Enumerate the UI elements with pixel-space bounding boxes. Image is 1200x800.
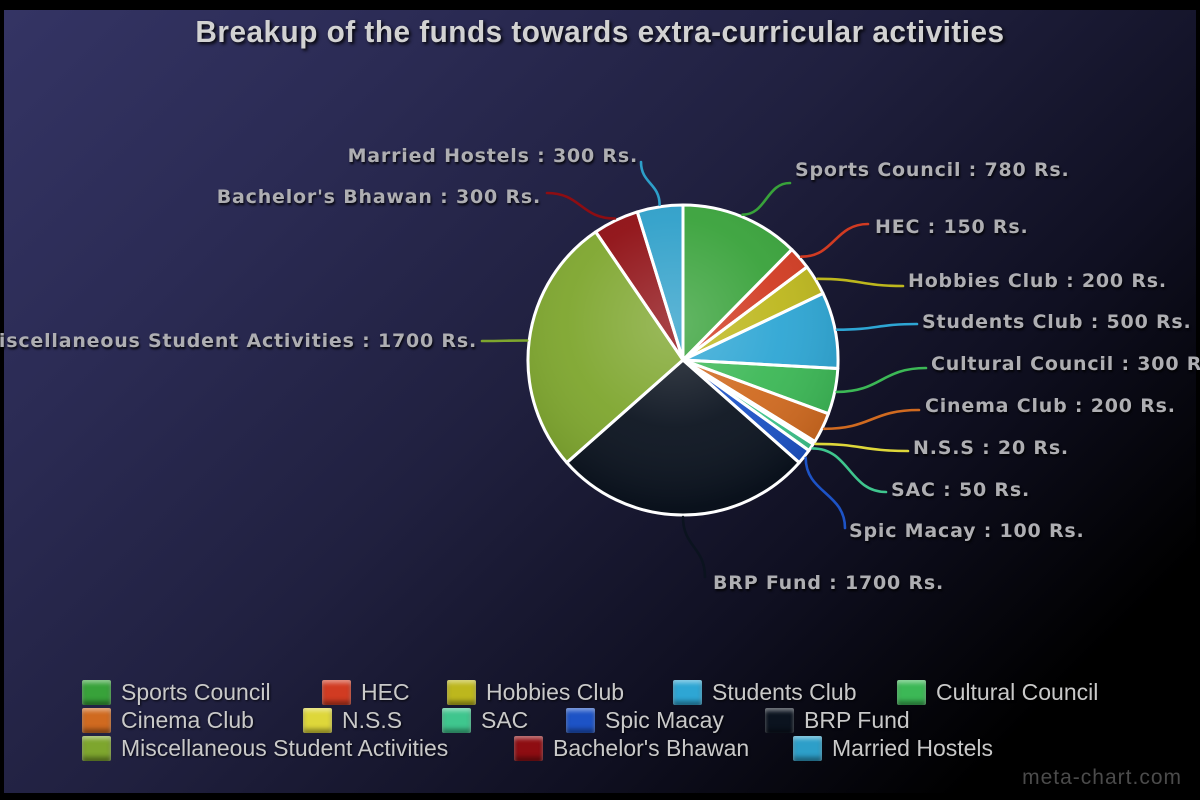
callout-label-3: Students Club : 500 Rs. [922, 311, 1192, 333]
legend-item-5: Cinema Club [82, 707, 254, 733]
callout-label-1: HEC : 150 Rs. [875, 216, 1029, 238]
legend-swatch-6 [303, 707, 332, 733]
legend-swatch-10 [82, 735, 111, 761]
legend-swatch-0 [82, 679, 111, 705]
leader-line-1 [799, 222, 870, 258]
callout-label-2: Hobbies Club : 200 Rs. [908, 270, 1167, 292]
legend-swatch-7 [442, 707, 471, 733]
leader-line-11 [545, 191, 617, 220]
leader-line-9 [681, 515, 707, 579]
pie-slice-border-0 [681, 203, 794, 362]
legend-item-3: Students Club [673, 679, 856, 705]
callout-label-4: Cultural Council : 300 Rs. [931, 353, 1200, 375]
legend-swatch-8 [566, 707, 595, 733]
leader-line-0 [741, 181, 792, 216]
legend-label-0: Sports Council [121, 678, 271, 705]
legend-item-8: Spic Macay [566, 707, 724, 733]
leader-line-5 [822, 408, 921, 431]
legend-label-8: Spic Macay [605, 706, 724, 733]
legend-label-7: SAC [481, 706, 529, 733]
callout-label-0: Sports Council : 780 Rs. [795, 159, 1070, 181]
chart-title: Breakup of the funds towards extra-curri… [195, 14, 1005, 49]
legend-item-2: Hobbies Club [447, 679, 624, 705]
legend-label-12: Married Hostels [832, 734, 994, 761]
legend-item-11: Bachelor's Bhawan [514, 735, 749, 761]
legend-item-9: BRP Fund [765, 707, 910, 733]
legend-swatch-3 [673, 679, 702, 705]
legend-swatch-11 [514, 735, 543, 761]
legend-label-11: Bachelor's Bhawan [553, 734, 750, 761]
callout-label-10: Miscellaneous Student Activities : 1700 … [0, 330, 477, 352]
pie-slice-border-10 [526, 230, 685, 465]
pie-slice-border-12 [635, 203, 685, 362]
legend-item-7: SAC [442, 707, 528, 733]
legend-label-5: Cinema Club [121, 706, 254, 733]
legend-label-4: Cultural Council [936, 678, 1099, 705]
leader-line-2 [816, 277, 905, 288]
legend-item-4: Cultural Council [897, 679, 1098, 705]
callout-label-8: Spic Macay : 100 Rs. [849, 520, 1085, 542]
legend-swatch-5 [82, 707, 111, 733]
legend-label-10: Miscellaneous Student Activities [121, 734, 449, 761]
legend-swatch-2 [447, 679, 476, 705]
leader-line-10 [480, 339, 529, 343]
watermark: meta-chart.com [1022, 766, 1182, 789]
callout-label-11: Bachelor's Bhawan : 300 Rs. [216, 186, 541, 208]
legend-label-6: N.S.S [342, 706, 403, 733]
leader-line-12 [639, 160, 661, 207]
leader-line-4 [835, 366, 928, 394]
leader-line-3 [835, 322, 919, 331]
legend-item-12: Married Hostels [793, 735, 993, 761]
legend-label-1: HEC [361, 678, 410, 705]
leader-line-8 [804, 456, 847, 530]
legend-label-9: BRP Fund [804, 706, 910, 733]
callout-label-7: SAC : 50 Rs. [891, 479, 1030, 501]
callout-label-12: Married Hostels : 300 Rs. [347, 145, 638, 167]
legend-item-1: HEC [322, 679, 410, 705]
callout-label-9: BRP Fund : 1700 Rs. [713, 572, 945, 594]
legend-swatch-4 [897, 679, 926, 705]
legend-swatch-12 [793, 735, 822, 761]
legend-swatch-9 [765, 707, 794, 733]
legend-swatch-1 [322, 679, 351, 705]
callout-label-5: Cinema Club : 200 Rs. [925, 395, 1176, 417]
legend-label-2: Hobbies Club [486, 678, 625, 705]
legend-item-0: Sports Council [82, 679, 271, 705]
leader-line-7 [811, 447, 888, 494]
callout-label-6: N.S.S : 20 Rs. [913, 437, 1069, 459]
leader-line-6 [814, 442, 910, 453]
legend-item-10: Miscellaneous Student Activities [82, 735, 448, 761]
legend-label-3: Students Club [712, 678, 857, 705]
legend-item-6: N.S.S [303, 707, 402, 733]
pie-slice-border-9 [565, 358, 801, 517]
